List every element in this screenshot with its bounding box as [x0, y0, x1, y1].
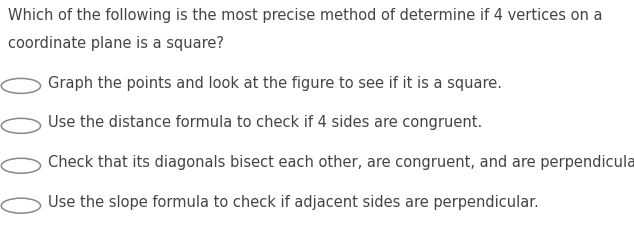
Text: Use the slope formula to check if adjacent sides are perpendicular.: Use the slope formula to check if adjace…	[48, 195, 538, 210]
Text: coordinate plane is a square?: coordinate plane is a square?	[8, 36, 224, 51]
Text: Check that its diagonals bisect each other, are congruent, and are perpendicular: Check that its diagonals bisect each oth…	[48, 155, 634, 170]
Text: Graph the points and look at the figure to see if it is a square.: Graph the points and look at the figure …	[48, 76, 501, 91]
Text: Use the distance formula to check if 4 sides are congruent.: Use the distance formula to check if 4 s…	[48, 115, 482, 130]
Text: Which of the following is the most precise method of determine if 4 vertices on : Which of the following is the most preci…	[8, 8, 603, 23]
